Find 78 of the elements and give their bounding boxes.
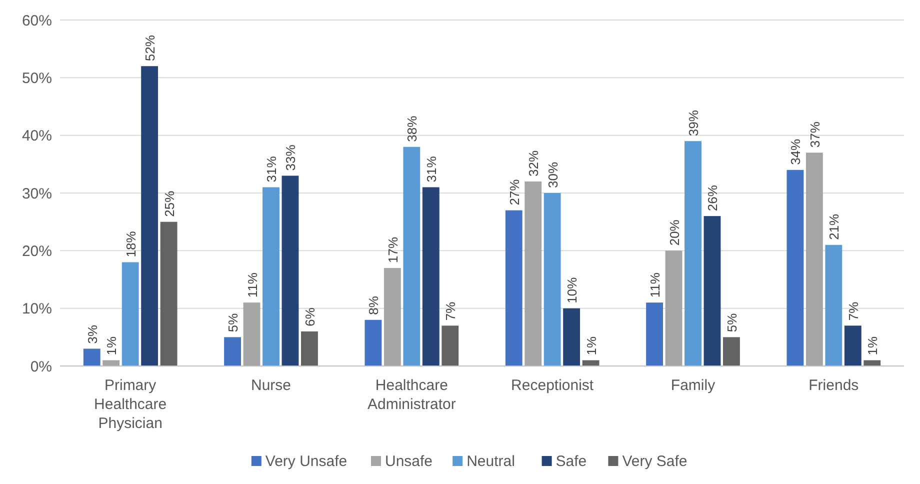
bar — [646, 302, 663, 366]
data-label: 18% — [123, 230, 138, 258]
bar — [786, 170, 804, 366]
data-label: 7% — [443, 301, 458, 321]
data-label: 31% — [424, 156, 439, 182]
bar — [505, 210, 522, 366]
bar — [384, 268, 401, 366]
bar — [544, 193, 561, 366]
bar — [122, 262, 139, 366]
bar — [844, 326, 862, 366]
bar — [825, 244, 842, 366]
bar — [582, 360, 600, 366]
y-tick-label: 30% — [22, 185, 52, 202]
data-label: 1% — [865, 336, 880, 356]
y-tick-label: 50% — [22, 70, 52, 87]
x-tick-label: Nurse — [250, 377, 292, 394]
data-label: 1% — [584, 336, 599, 356]
data-label: 5% — [724, 312, 740, 332]
bar — [704, 216, 721, 366]
data-label: 38% — [404, 115, 420, 142]
data-label: 33% — [283, 144, 298, 171]
data-label: 5% — [226, 312, 241, 332]
y-tick-label: 10% — [22, 300, 52, 318]
legend-label: Very Unsafe — [265, 453, 348, 470]
bar — [141, 66, 158, 366]
data-label: 30% — [545, 162, 560, 188]
x-tick-label: Receptionist — [511, 377, 594, 394]
data-label: 11% — [648, 272, 663, 298]
x-tick-label: Healthcare Administrator — [367, 377, 456, 413]
data-label: 32% — [526, 150, 542, 176]
data-label: 25% — [162, 190, 177, 217]
data-label: 7% — [846, 301, 861, 321]
data-label: 6% — [302, 307, 318, 326]
legend-label: Unsafe — [385, 453, 433, 470]
bar — [282, 176, 299, 366]
bar — [524, 181, 542, 366]
data-label: 27% — [506, 178, 522, 206]
data-label: 34% — [788, 138, 804, 165]
bar — [442, 326, 459, 366]
legend-label: Very Safe — [622, 453, 688, 470]
bar — [806, 152, 823, 366]
bar — [262, 187, 280, 366]
bar — [563, 308, 580, 366]
y-tick-label: 20% — [22, 242, 52, 260]
bar — [422, 187, 440, 366]
y-tick-label: 0% — [30, 358, 52, 376]
data-label: 26% — [705, 184, 720, 212]
bar — [160, 222, 178, 366]
data-label: 31% — [264, 156, 279, 182]
x-tick-label: Primary Healthcare Physician — [94, 377, 167, 432]
data-label: 37% — [807, 121, 822, 148]
data-label: 39% — [686, 110, 701, 136]
data-label: 1% — [104, 336, 120, 356]
bar — [864, 360, 881, 366]
data-label: 8% — [366, 296, 382, 315]
bar — [684, 141, 702, 366]
data-label: 3% — [84, 324, 100, 344]
bar — [301, 331, 318, 366]
data-label: 52% — [142, 34, 158, 62]
bar — [403, 146, 420, 366]
bar — [83, 348, 100, 366]
x-tick-label: Family — [670, 377, 716, 394]
bar — [243, 302, 260, 366]
legend-label: Safe — [556, 453, 587, 470]
data-label: 10% — [564, 276, 580, 304]
data-label: 20% — [666, 219, 682, 246]
bar — [665, 250, 682, 366]
bar — [224, 337, 241, 366]
y-tick-label: 60% — [22, 12, 52, 30]
legend-label: Neutral — [466, 453, 515, 470]
data-label: 17% — [385, 236, 400, 263]
data-label: 21% — [826, 213, 842, 240]
bar — [364, 320, 382, 366]
y-tick-label: 40% — [22, 128, 52, 145]
bar — [102, 360, 120, 366]
data-label: 11% — [244, 272, 260, 298]
x-tick-label: Friends — [808, 377, 859, 394]
bar — [723, 337, 740, 366]
